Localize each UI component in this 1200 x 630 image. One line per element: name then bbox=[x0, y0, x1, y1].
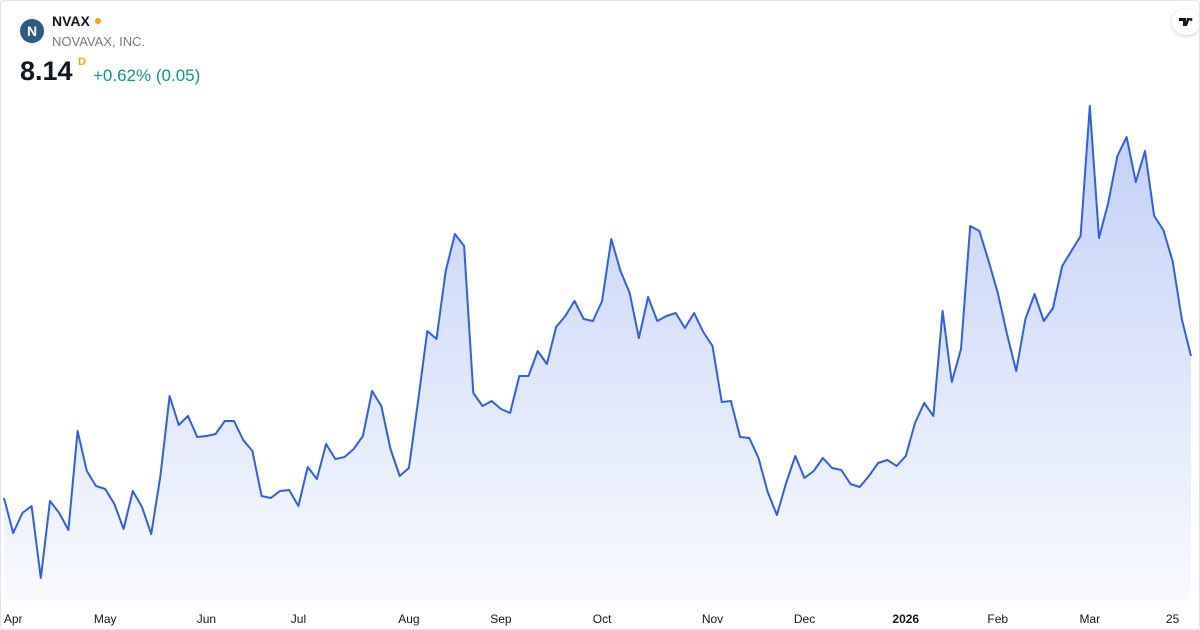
x-tick-label: Dec bbox=[794, 612, 815, 626]
price-line bbox=[3, 105, 1192, 579]
company-name: NOVAVAX, INC. bbox=[52, 34, 146, 49]
symbol[interactable]: NVAX bbox=[52, 13, 90, 29]
x-tick-label: Aug bbox=[398, 612, 419, 626]
x-tick-label: Jul bbox=[291, 612, 306, 626]
logo: N bbox=[20, 19, 44, 43]
tradingview-logo[interactable] bbox=[1172, 9, 1199, 35]
area bbox=[4, 106, 1191, 601]
x-tick-label: Apr bbox=[4, 612, 23, 626]
change: +0.62% (0.05) bbox=[93, 66, 201, 85]
x-tick-label: Sep bbox=[490, 612, 512, 626]
tv-icon bbox=[1179, 18, 1193, 26]
interval: D bbox=[78, 56, 86, 68]
x-tick-label: 25 bbox=[1166, 612, 1180, 626]
x-tick-label: Mar bbox=[1079, 612, 1100, 626]
price: 8.14 bbox=[20, 56, 73, 86]
status-dot bbox=[95, 18, 101, 24]
x-tick-label: Oct bbox=[593, 612, 612, 626]
x-tick-label: Jun bbox=[197, 612, 216, 626]
x-tick-label: May bbox=[94, 612, 117, 626]
x-tick-label: 2026 bbox=[892, 612, 919, 626]
x-tick-label: Nov bbox=[702, 612, 723, 626]
x-tick-label: Feb bbox=[987, 612, 1008, 626]
